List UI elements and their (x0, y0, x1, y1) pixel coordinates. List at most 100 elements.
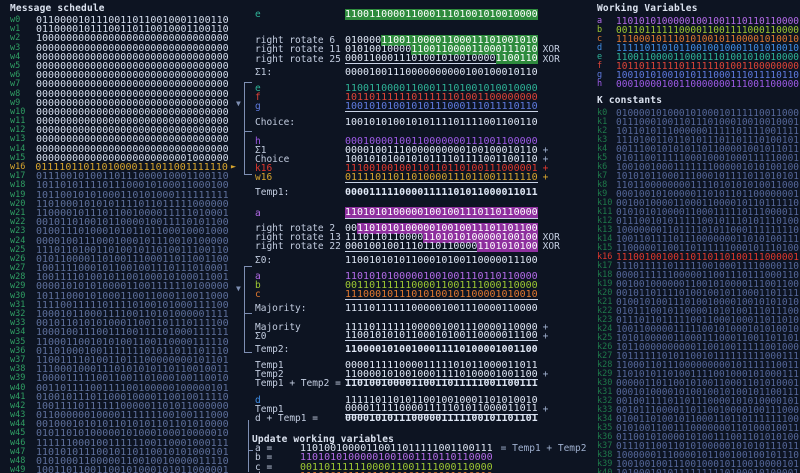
update-working-variables: Update working variables a = 1101001000011… (236, 434, 593, 473)
step-bits: 11001010101100010100110000011100 (345, 330, 538, 342)
w-row-w16: w16 01111011011010000111011001111110 ► (0, 162, 236, 172)
sigma1-flow-line (244, 82, 245, 174)
w-row-w1: w1 01100001011100110110010001100110 (0, 24, 236, 34)
step-group-rot2: right rotate 2 00110101010000010010011101… (236, 223, 593, 253)
step-bits: 11010101000001001001110110110000 (345, 270, 538, 282)
k-bits: 01011100101100001010100111011100 (616, 306, 800, 317)
k-label: k24 (597, 324, 613, 334)
step-bits: 11001010101100010100110000011100 (345, 254, 538, 266)
step-line--0-: Σ0: 11001010101100010100110000011100 (236, 254, 593, 266)
var-bits: 00110111111000011001111000110000 (616, 25, 800, 36)
w-row-label: w31 (10, 299, 26, 310)
k-label: k37 (597, 441, 613, 451)
w-row-w25: w25 11101101001101001011010011100110 (0, 245, 236, 255)
step-line-d-temp1-: d + Temp1 = 00001010111000001111100101101… (236, 413, 593, 423)
k-row-k23: k23 01110110111110011000100011011010 (593, 316, 800, 326)
w-row-w49: w49 10011011001100101000101011000001 (0, 465, 236, 473)
step-label: right rotate 6 (255, 35, 336, 47)
w-row-label: w18 (10, 180, 26, 191)
step-line-majority: Majority 11110111111000001001110000110000… (236, 321, 593, 333)
k-label: k31 (597, 387, 613, 397)
k-row-k17: k17 11101111101111100100011110000110 (593, 262, 800, 272)
step-bits: 10110111111011111101001100000000 (345, 92, 538, 104)
k-bits: 11101001101101011101101110100101 (616, 135, 800, 146)
w-row-label: w8 (10, 88, 21, 99)
k-row-k14: k14 10011011110111000000011010100111 (593, 235, 800, 245)
w-row-label: w36 (10, 345, 26, 356)
k-row-k5: k5 01011001111100010001000111110001 (593, 153, 800, 164)
k-label: k29 (597, 369, 613, 379)
w-row-label: w4 (10, 51, 21, 62)
w-row-label: w41 (10, 391, 26, 402)
w-row-label: w5 (10, 60, 21, 71)
w-row-bits: 01001110100010101101100010001000 (36, 226, 229, 238)
w-row-label: w49 (10, 465, 26, 473)
w-row-w13: w13 00000000000000000000000000000000 (0, 135, 236, 145)
w-row-bits: 00000000000000000000000000000000 (36, 97, 229, 109)
step-bits: 00110101010000010010011101101100 (345, 223, 538, 234)
k-bits: 10010010001111111000001010100100 (616, 162, 800, 173)
k-label: k5 (597, 153, 608, 163)
choice-stub (244, 131, 252, 132)
var-row-f: f 10110111111011111101001100000000 (593, 62, 800, 72)
equals-annotation: = Temp1 + Temp2 (500, 443, 587, 455)
var-bits: 11010101000001001001110110110000 (616, 16, 800, 27)
step-group-accum1: h 00010000100110000000111001100000 Σ1 00001… (236, 136, 593, 184)
w-row-bits: 00000000000000000000000000000000 (36, 116, 229, 128)
k-bits: 00001111110000011001110111000110 (616, 270, 800, 281)
message-schedule-rows: w0 01100001011100110110010001100110 w1 0110… (0, 15, 236, 473)
k-row-k35: k35 01010011001110000000110100010011 (593, 424, 800, 434)
w-row-w37: w37 11001111010011011100000000101101 (0, 354, 236, 365)
k-row-k32: k32 00100111101101110000101010000101 (593, 397, 800, 407)
step-label: a (255, 270, 261, 282)
w-row-w36: w36 01101000100111111101011011101110 (0, 345, 236, 356)
w-row-label: w20 (10, 198, 26, 209)
step-label: right rotate 13 (255, 232, 341, 244)
k-label: k38 (597, 450, 613, 460)
step-label: e (255, 82, 261, 94)
w-row-label: w37 (10, 354, 26, 365)
w-row-w34: w34 10001001110011100111101000111111 (0, 328, 236, 338)
k-bits: 00000110110010100110001101010001 (616, 378, 800, 389)
step-line--0: Σ0 11001010101100010100110000011100 + (236, 330, 593, 342)
step-label: Σ1: (255, 66, 273, 78)
w-row-w12: w12 00000000000000000000000000000000 (0, 126, 236, 136)
w-row-w8: w8 00000000000000000000000000000000 (0, 88, 236, 99)
w-row-label: w48 (10, 456, 26, 466)
w-row-w21: w21 11000010111011001000011111010001 (0, 208, 236, 218)
step-label: right rotate 22 (255, 241, 341, 253)
w-row-bits: 00000000000000000000000000000000 (36, 60, 229, 72)
w-row-w45: w45 01011010100000101000100010000010 (0, 429, 236, 439)
working-variables-title: Working Variables (597, 3, 698, 14)
k-bits: 11000110111000000000101111110011 (616, 360, 800, 371)
step-line-e: e 11001100001100011101001010010000 (236, 82, 593, 94)
k-bits: 01001010011101001000010010101010 (616, 297, 800, 308)
step-group-eline: e 11001100001100011101001010010000 (236, 8, 593, 20)
step-line-k16: k16 11100100100110110110100111000001 + (236, 164, 593, 174)
k-row-k13: k13 10000000110111101011000111111110 (593, 226, 800, 236)
sigma1-stub (244, 82, 252, 83)
step-line-a: a 11010101000001001001110110110000 (236, 207, 593, 219)
var-label: e (597, 52, 603, 62)
step-bits: 11110111111000001001110000110000 (345, 321, 538, 333)
k-label: k33 (597, 405, 613, 415)
w-row-label: w29 (10, 281, 26, 292)
k-label: k39 (597, 459, 613, 469)
step-label: Majority: (255, 303, 307, 315)
majority-stub (244, 313, 252, 314)
step-label: Majority (255, 321, 301, 333)
step-bits: 10010101001010111101111001100110 (345, 116, 538, 128)
w-row-w19: w19 10110010101000110101000111111111 (0, 190, 236, 200)
k-bits: 00100100001100011000010110111110 (616, 198, 800, 209)
w-row-label: w24 (10, 235, 26, 246)
k-label: k12 (597, 216, 613, 226)
k-label: k19 (597, 279, 613, 289)
w-row-bits: 00110111100111100100000100000101 (36, 382, 229, 394)
w-row-w41: w41 01001011101100010000110010011110 (0, 391, 236, 402)
step-label: Choice: (255, 116, 296, 128)
k-bits: 01011001111100010001000111110001 (616, 153, 800, 164)
step-line--1: Σ1 00001001110000000000100100010110 + (236, 145, 593, 155)
var-label: h (597, 79, 603, 89)
w-row-w24: w24 00001001110001000101110010100000 (0, 235, 236, 246)
